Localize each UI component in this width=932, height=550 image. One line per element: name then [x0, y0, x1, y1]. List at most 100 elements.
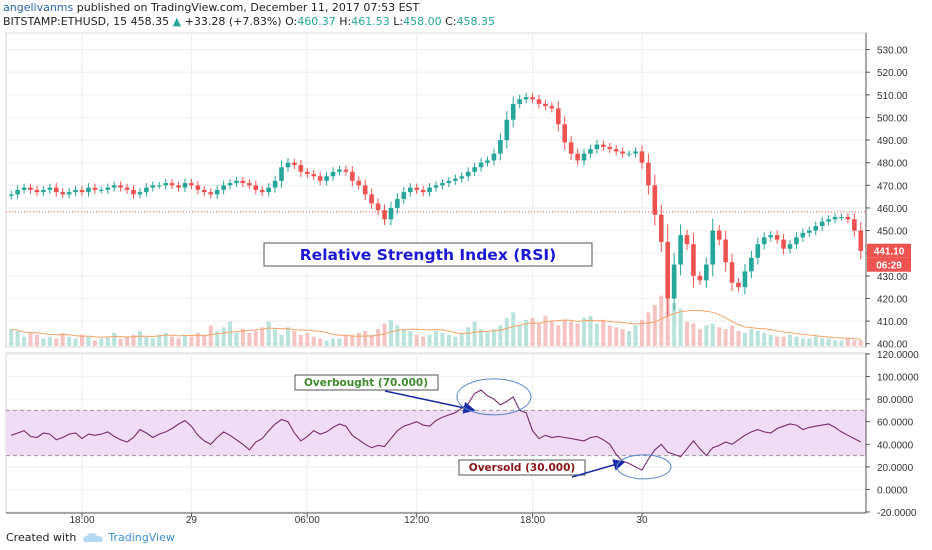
close-label: C: [445, 15, 457, 28]
volume-bar [562, 319, 567, 346]
volume-bar [279, 334, 284, 346]
candle-body [504, 119, 510, 141]
candle-body [498, 140, 503, 154]
candle-body [202, 189, 207, 193]
volume-bar [479, 329, 484, 346]
candle-body [794, 237, 799, 245]
volume-bar [266, 321, 271, 346]
volume-bar [401, 329, 406, 346]
candle-body [330, 171, 336, 177]
price-axis: 530.00 520.00 510.00 500.00 490.00 480.00 470.… [865, 33, 911, 351]
tradingview-logo[interactable]: TradingView [82, 531, 175, 544]
volume-bar [659, 295, 664, 346]
candle-body [92, 187, 98, 190]
countdown-label: 06:29 [876, 261, 902, 272]
candle-body [298, 164, 304, 172]
volume-bar [369, 334, 374, 346]
candle-body [646, 162, 651, 186]
volume-bar [775, 336, 780, 346]
volume-bar [9, 329, 14, 346]
volume-bar [176, 338, 181, 346]
volume-bar [530, 317, 535, 346]
candle-body [163, 183, 168, 186]
candle-body [536, 99, 542, 104]
candle-body [60, 192, 66, 195]
volume-bar [768, 334, 773, 346]
volume-bar [331, 338, 336, 346]
volume-bar [813, 336, 818, 346]
candle-body [111, 185, 117, 188]
candle-body [240, 180, 246, 184]
time-tick-label: 29 [186, 515, 198, 526]
candle-body [626, 153, 632, 155]
candle-body [440, 183, 445, 186]
candle-body [729, 262, 735, 283]
volume-bar [144, 336, 149, 346]
volume-bar [221, 327, 226, 346]
rsi-line [11, 389, 862, 471]
rsi-tick-label: 120.0000 [877, 350, 919, 361]
candle-body [658, 214, 664, 242]
candle-body [259, 189, 265, 193]
candle-body [485, 160, 490, 163]
candle-body [781, 239, 786, 249]
candle-body [613, 149, 619, 152]
candle-body [208, 192, 214, 195]
candle-body [517, 99, 522, 104]
candle-body [156, 185, 162, 187]
volume-bar [639, 319, 644, 346]
volume-bar [54, 338, 59, 346]
candle-body [845, 217, 851, 220]
candle-body [555, 108, 561, 125]
candle-body [362, 185, 368, 195]
volume-bar [652, 304, 657, 346]
volume-bar [440, 332, 445, 346]
rsi-tick-label: -20.0000 [877, 508, 917, 519]
candle-body [234, 180, 239, 184]
candle-body [665, 241, 670, 299]
candle-body [137, 192, 143, 195]
candle-body [169, 183, 175, 186]
candle-body [832, 217, 838, 220]
volume-bar [215, 331, 220, 346]
volume-bar [781, 336, 786, 346]
author-link[interactable]: angelivanms [3, 1, 74, 14]
volume-bar [459, 332, 464, 346]
volume-bar [691, 323, 696, 346]
rsi-axis: 120.0000 100.0000 80.0000 60.0000 40.0000 20.… [865, 350, 919, 519]
volume-bar [408, 331, 413, 346]
candle-body [478, 162, 484, 168]
current-price-label: 441.10 [874, 247, 905, 258]
candle-body [523, 97, 529, 100]
candle-body [407, 187, 413, 193]
volume-bar [67, 336, 72, 346]
volume-bar [182, 334, 187, 346]
candle-body [279, 167, 284, 181]
candle-body [8, 194, 14, 196]
volume-bar [820, 338, 825, 346]
publish-text: published on TradingView.com, December 1… [76, 1, 420, 14]
candle-body [453, 178, 458, 181]
candle-body [723, 239, 728, 263]
candle-body [337, 169, 342, 172]
rsi-tick-label: 40.0000 [877, 440, 914, 451]
candle-body [691, 244, 696, 276]
price-tick-label: 460.00 [877, 204, 908, 215]
footer: Created with TradingView [6, 531, 175, 544]
candle-body [99, 189, 104, 191]
candle-body [150, 185, 156, 188]
candle-body [684, 235, 690, 245]
candle-body [343, 169, 349, 172]
candle-body [594, 144, 600, 150]
candle-body [491, 153, 497, 161]
candle-body [813, 226, 819, 231]
candle-body [433, 185, 439, 188]
volume-bar [170, 336, 175, 346]
volume-bar [646, 312, 651, 346]
candle-body [124, 187, 130, 190]
volume-bar [543, 316, 548, 346]
candle-body [839, 217, 844, 219]
volume-bar [723, 329, 728, 346]
time-axis: 18:00 29 06:00 12:00 18:00 30 [6, 512, 866, 526]
